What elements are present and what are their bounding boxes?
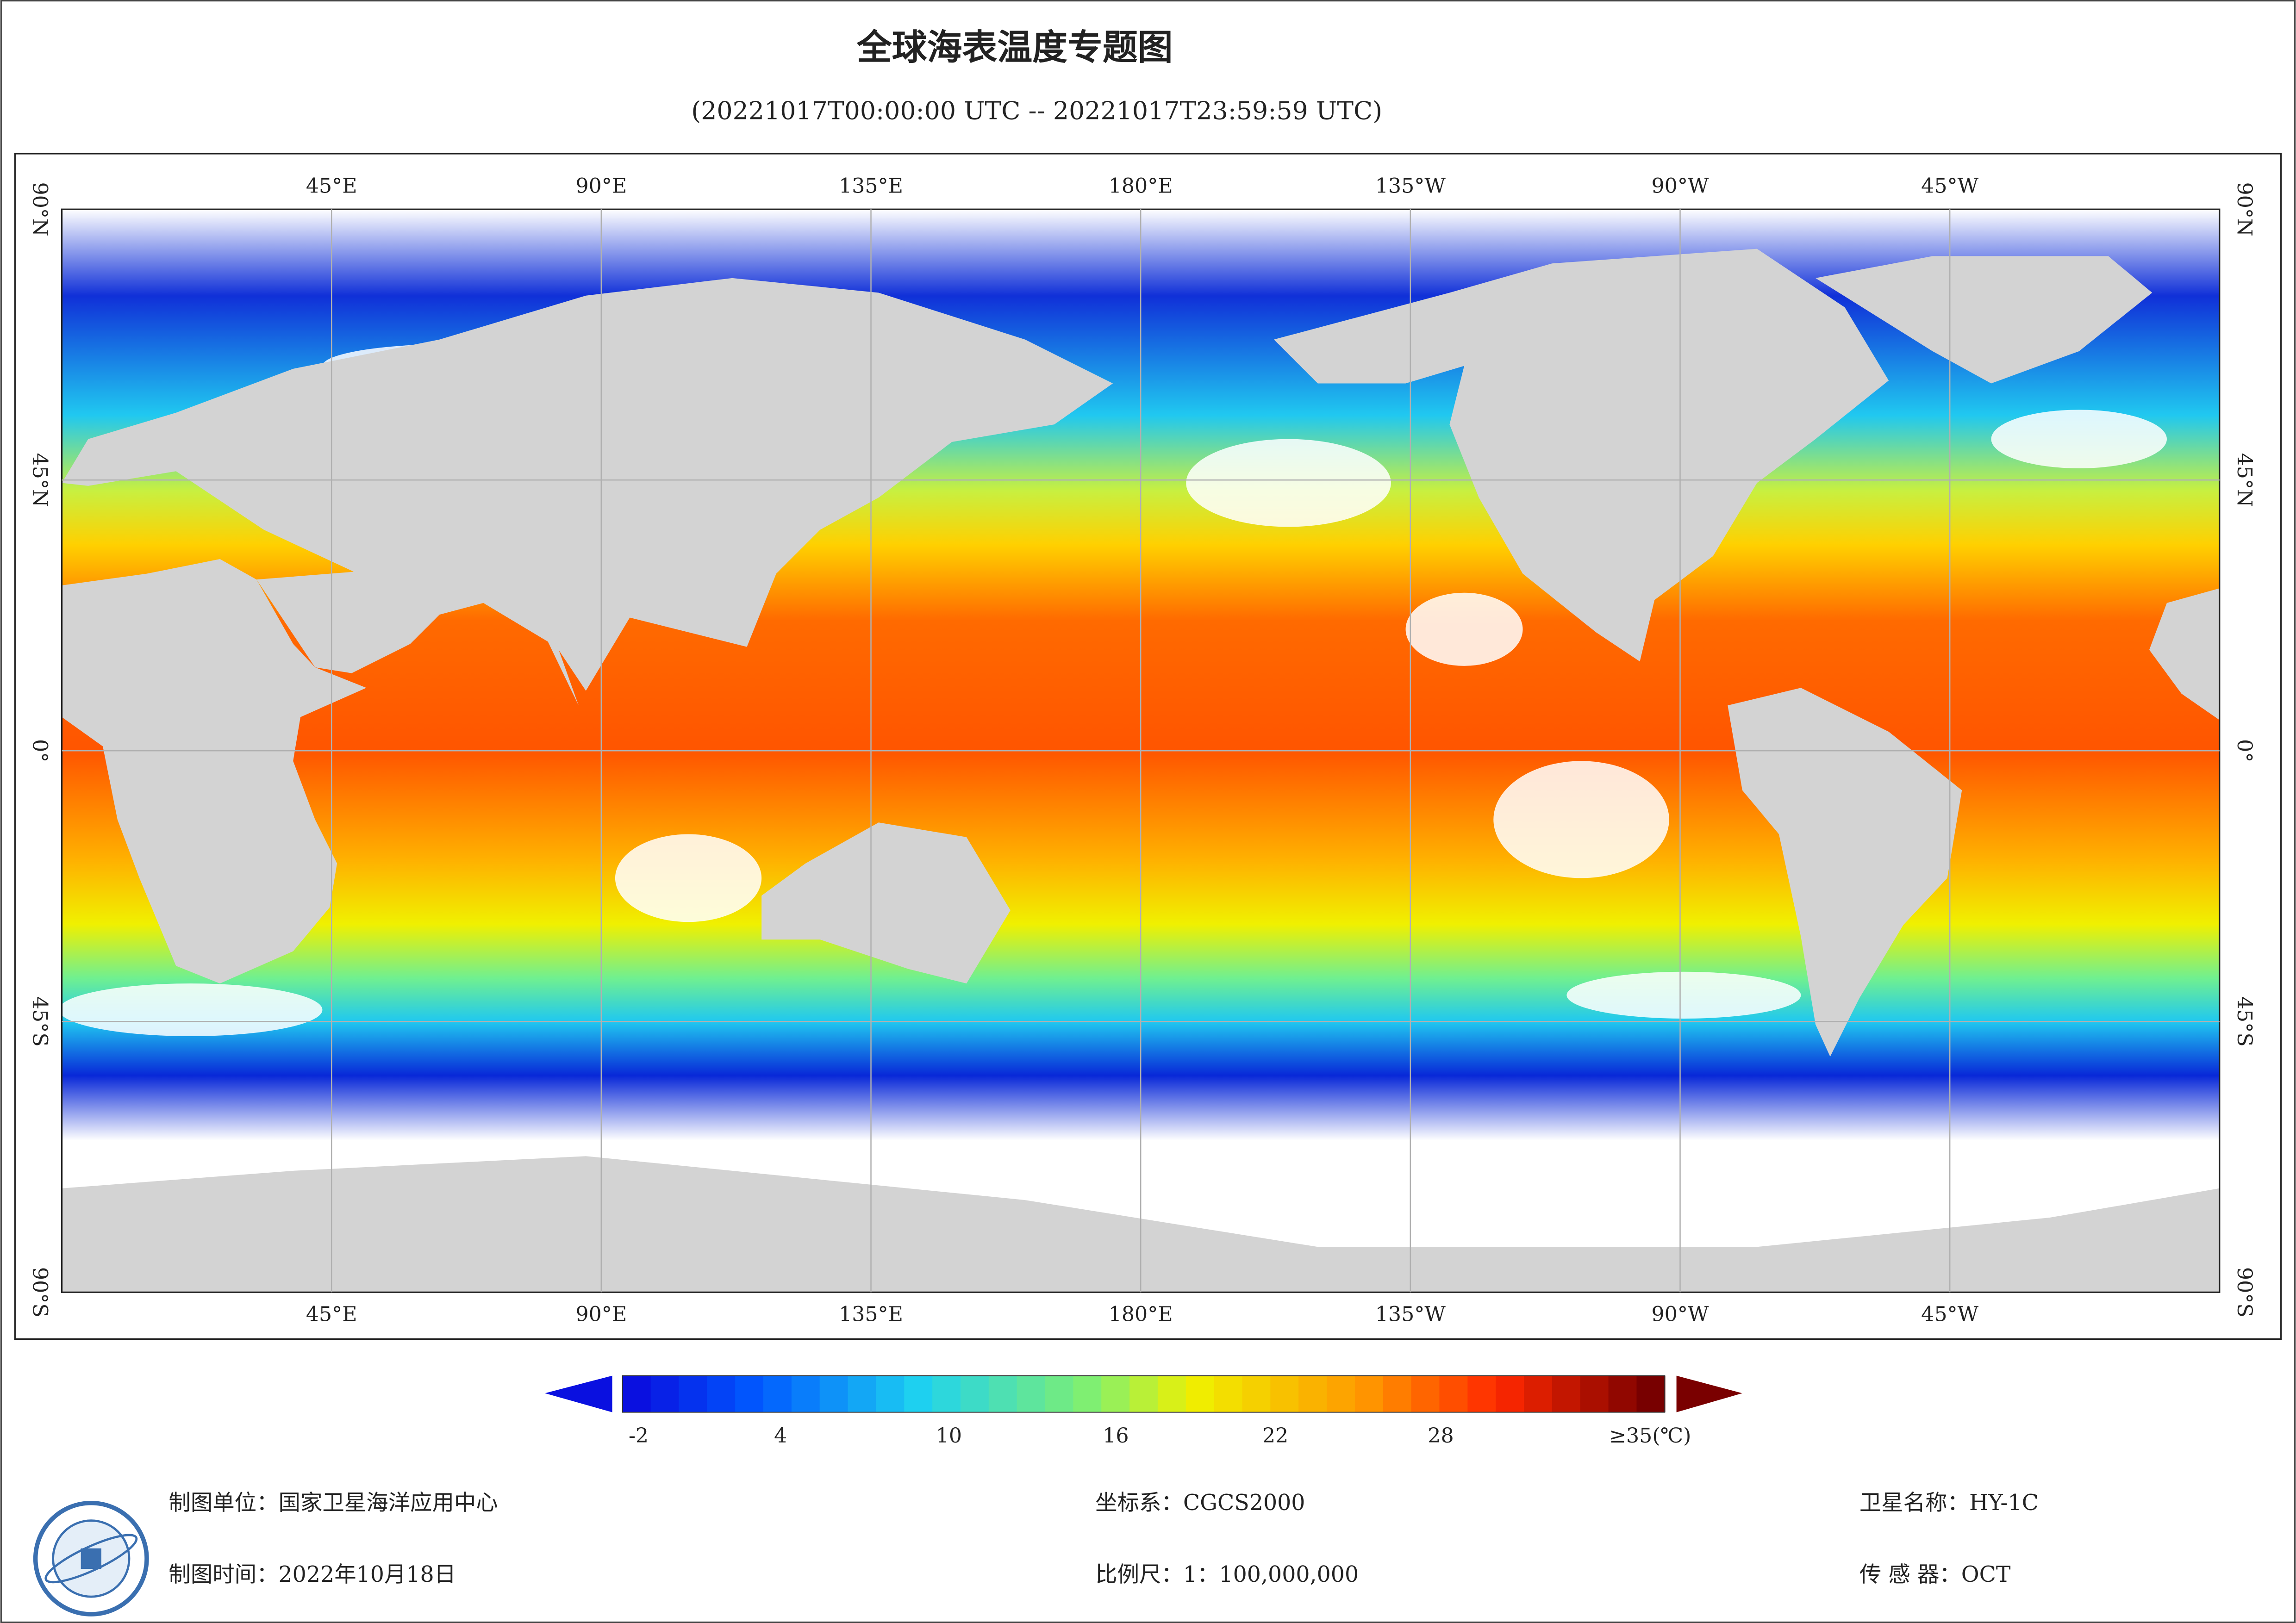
- title: 全球海表温度专题图: [856, 27, 1173, 68]
- colorbar-cell: [763, 1375, 792, 1412]
- lon-label-bottom: 45°W: [1921, 1302, 1978, 1326]
- colorbar-cell: [1129, 1375, 1159, 1412]
- lon-label-bottom: 90°W: [1652, 1302, 1709, 1326]
- colorbar-high-arrow: [1676, 1375, 1742, 1412]
- lat-label-right: 0°: [2233, 739, 2256, 762]
- footer-sensor: 传 感 器：OCT: [1859, 1562, 2011, 1587]
- colorbar-cell: [1354, 1375, 1384, 1412]
- map-frame: [14, 153, 2282, 1340]
- colorbar-cell: [1552, 1375, 1581, 1412]
- lat-label-left: 45°S: [28, 996, 51, 1047]
- colorbar-cell: [819, 1375, 849, 1412]
- colorbar-cell: [1185, 1375, 1215, 1412]
- lon-label-top: 135°E: [839, 174, 903, 198]
- colorbar-cell: [791, 1375, 820, 1412]
- subtitle: (20221017T00:00:00 UTC -- 20221017T23:59…: [691, 96, 1382, 125]
- colorbar-cell: [1327, 1375, 1356, 1412]
- footer-scale: 比例尺：1：100,000,000: [1095, 1562, 1359, 1587]
- lat-label-right: 45°N: [2233, 453, 2256, 507]
- colorbar-cell: [735, 1375, 764, 1412]
- colorbar-cell: [960, 1375, 990, 1412]
- colorbar-tick-label: 28: [1428, 1424, 1454, 1448]
- colorbar-cell: [1073, 1375, 1102, 1412]
- colorbar-cell: [650, 1375, 680, 1412]
- colorbar-cell: [1242, 1375, 1271, 1412]
- colorbar-cell: [679, 1375, 708, 1412]
- lon-label-bottom: 180°E: [1109, 1302, 1173, 1326]
- colorbar-cell: [1439, 1375, 1468, 1412]
- colorbar-cell: [1101, 1375, 1130, 1412]
- graticule-labels: 45°E 45°E 90°E 90°E 135°E 135°E 180°E 180°E 135°…: [28, 174, 2256, 1326]
- colorbar-tick-label: 16: [1103, 1424, 1129, 1448]
- colorbar-cell: [1608, 1375, 1637, 1412]
- colorbar-cell: [622, 1375, 651, 1412]
- lat-label-left: 90°S: [28, 1267, 51, 1318]
- colorbar-cell: [1636, 1375, 1666, 1412]
- colorbar-cell: [1045, 1375, 1074, 1412]
- colorbar-tick-label: 22: [1262, 1424, 1288, 1448]
- colorbar-cell: [848, 1375, 877, 1412]
- lon-label-bottom: 135°W: [1375, 1302, 1446, 1326]
- lon-label-bottom: 45°E: [306, 1302, 357, 1326]
- colorbar-cell: [1580, 1375, 1609, 1412]
- colorbar: -2 4 10 16 22 28 ≥35(℃): [545, 1375, 1742, 1448]
- colorbar-cell: [1298, 1375, 1328, 1412]
- colorbar-cell: [932, 1375, 961, 1412]
- footer-crs: 坐标系：CGCS2000: [1095, 1490, 1305, 1516]
- footer-date: 制图时间：2022年10月18日: [168, 1562, 456, 1587]
- lat-label-left: 0°: [28, 739, 51, 762]
- colorbar-cell: [1383, 1375, 1412, 1412]
- colorbar-cell: [1270, 1375, 1299, 1412]
- lon-label-bottom: 135°E: [839, 1302, 903, 1326]
- colorbar-tick-label: -2: [629, 1424, 649, 1448]
- lon-label-top: 90°E: [575, 174, 627, 198]
- lat-label-right: 90°N: [2233, 182, 2256, 236]
- colorbar-cell: [988, 1375, 1017, 1412]
- colorbar-cell: [1214, 1375, 1243, 1412]
- colorbar-cell: [876, 1375, 905, 1412]
- lon-label-top: 180°E: [1109, 174, 1173, 198]
- lon-label-bottom: 90°E: [575, 1302, 627, 1326]
- footer-unit: 制图单位：国家卫星海洋应用中心: [168, 1490, 498, 1516]
- colorbar-cell: [707, 1375, 736, 1412]
- colorbar-cell: [1496, 1375, 1525, 1412]
- colorbar-cell: [1411, 1375, 1440, 1412]
- lon-label-top: 45°E: [306, 174, 357, 198]
- graticule: [62, 209, 2220, 1293]
- lat-label-right: 45°S: [2233, 996, 2256, 1047]
- colorbar-cell: [1017, 1375, 1046, 1412]
- colorbar-cell: [1524, 1375, 1553, 1412]
- colorbar-low-arrow: [545, 1375, 612, 1412]
- colorbar-tick-label: 4: [774, 1424, 787, 1448]
- lon-label-top: 45°W: [1921, 174, 1978, 198]
- footer-satellite: 卫星名称：HY-1C: [1859, 1490, 2039, 1516]
- colorbar-border: [622, 1375, 1666, 1413]
- lat-label-left: 45°N: [28, 453, 51, 507]
- lat-label-left: 90°N: [28, 182, 51, 236]
- colorbar-cell: [1467, 1375, 1497, 1412]
- logo: [33, 1500, 149, 1617]
- colorbar-cell: [1157, 1375, 1187, 1412]
- colorbar-tick-label: 10: [936, 1424, 962, 1448]
- lon-label-top: 135°W: [1375, 174, 1446, 198]
- colorbar-tick-label: ≥35(℃): [1609, 1424, 1691, 1448]
- lon-label-top: 90°W: [1652, 174, 1709, 198]
- lat-label-right: 90°S: [2233, 1267, 2256, 1318]
- colorbar-cell: [904, 1375, 933, 1412]
